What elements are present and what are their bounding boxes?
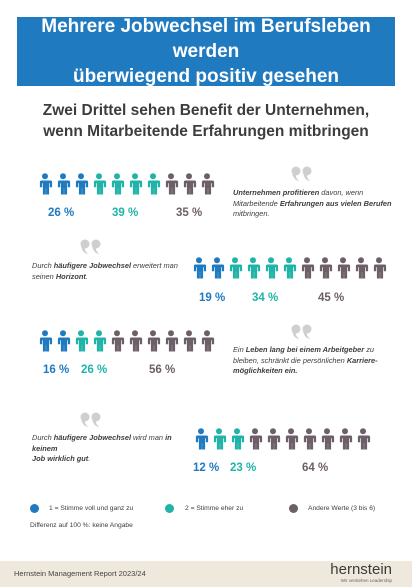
row-4-pct-agree-fully: 12 % [193,462,220,474]
person-icon [147,173,161,195]
person-icon [357,428,371,450]
person-icon [303,428,317,450]
subtitle-line-1: Zwei Drittel sehen Benefit der Unternehm… [42,102,370,119]
row-1-statement: Unternehmen profitieren davon, wenn Mita… [233,188,392,218]
subtitle: Zwei Drittel sehen Benefit der Unternehm… [18,100,394,142]
legend-note: Differenz auf 100 %: keine Angabe [30,522,133,529]
person-icon [75,173,89,195]
person-icon [75,330,89,352]
person-icon [93,330,107,352]
row-2-pct-agree-fully: 19 % [199,292,226,304]
report-name: Hernstein Management Report 2023/24 [14,569,146,578]
quote-icon [291,324,312,339]
person-icon [285,428,299,450]
footer-bar: Hernstein Management Report 2023/24 hern… [0,561,412,587]
person-icon [267,428,281,450]
person-icon [129,330,143,352]
person-icon [201,330,215,352]
person-icon [247,257,261,279]
row-3-pct-agree-fully: 16 % [43,364,70,376]
legend-dot-gray [289,504,298,513]
subtitle-line-2: wenn Mitarbeitende Erfahrungen mitbringe… [43,123,369,140]
person-icon [213,428,227,450]
person-icon [111,173,125,195]
person-icon [193,257,207,279]
hernstein-logo: hernstein [330,561,392,578]
person-icon-row-3 [36,330,216,352]
row-4-statement: Durch häufigere Jobwechsel wird man in k… [32,433,172,463]
person-icon [195,428,209,450]
person-icon [339,428,353,450]
person-icon [321,428,335,450]
row-3-statement: Ein Leben lang bei einem Arbeitgeber zu … [233,345,378,375]
row-2-statement: Durch häufigere Jobwechsel erweitert man… [32,261,178,281]
quote-icon [80,412,101,427]
person-icon [165,173,179,195]
person-icon [229,257,243,279]
headline-line-1: Mehrere Jobwechsel im Berufsleben werden [41,16,371,62]
person-icon [165,330,179,352]
headline-line-2: überwiegend positiv gesehen [72,66,340,87]
person-icon [231,428,245,450]
person-icon-row-1 [36,173,216,195]
person-icon [57,330,71,352]
quote-icon [80,239,101,254]
person-icon [39,330,53,352]
row-3-pct-other: 56 % [149,364,176,376]
person-icon [249,428,263,450]
person-icon [373,257,387,279]
person-icon-row-2 [190,257,388,279]
person-icon [39,173,53,195]
legend-label-other: Andere Werte (3 bis 6) [308,505,376,512]
row-1-pct-agree-fully: 26 % [48,207,75,219]
person-icon [211,257,225,279]
person-icon [337,257,351,279]
person-icon [57,173,71,195]
person-icon-row-4 [192,428,372,450]
legend-dot-blue [30,504,39,513]
logo-tagline: Wir verstehen Leadership [340,578,392,583]
person-icon [201,173,215,195]
person-icon [147,330,161,352]
quote-icon [291,166,312,181]
row-2-pct-other: 45 % [318,292,345,304]
person-icon [129,173,143,195]
person-icon [111,330,125,352]
row-2-pct-agree-rather: 34 % [252,292,279,304]
headline-banner: Mehrere Jobwechsel im Berufsleben werden… [17,16,395,87]
person-icon [93,173,107,195]
person-icon [301,257,315,279]
person-icon [319,257,333,279]
legend-dot-teal [165,504,174,513]
row-4-pct-other: 64 % [302,462,329,474]
row-1-pct-agree-rather: 39 % [112,207,139,219]
legend-label-agree-fully: 1 = Stimme voll und ganz zu [49,505,134,512]
row-4-pct-agree-rather: 23 % [230,462,257,474]
person-icon [183,173,197,195]
person-icon [183,330,197,352]
person-icon [265,257,279,279]
row-1-pct-other: 35 % [176,207,203,219]
legend-label-agree-rather: 2 = Stimme eher zu [185,505,244,512]
row-3-pct-agree-rather: 26 % [81,364,108,376]
person-icon [283,257,297,279]
person-icon [355,257,369,279]
